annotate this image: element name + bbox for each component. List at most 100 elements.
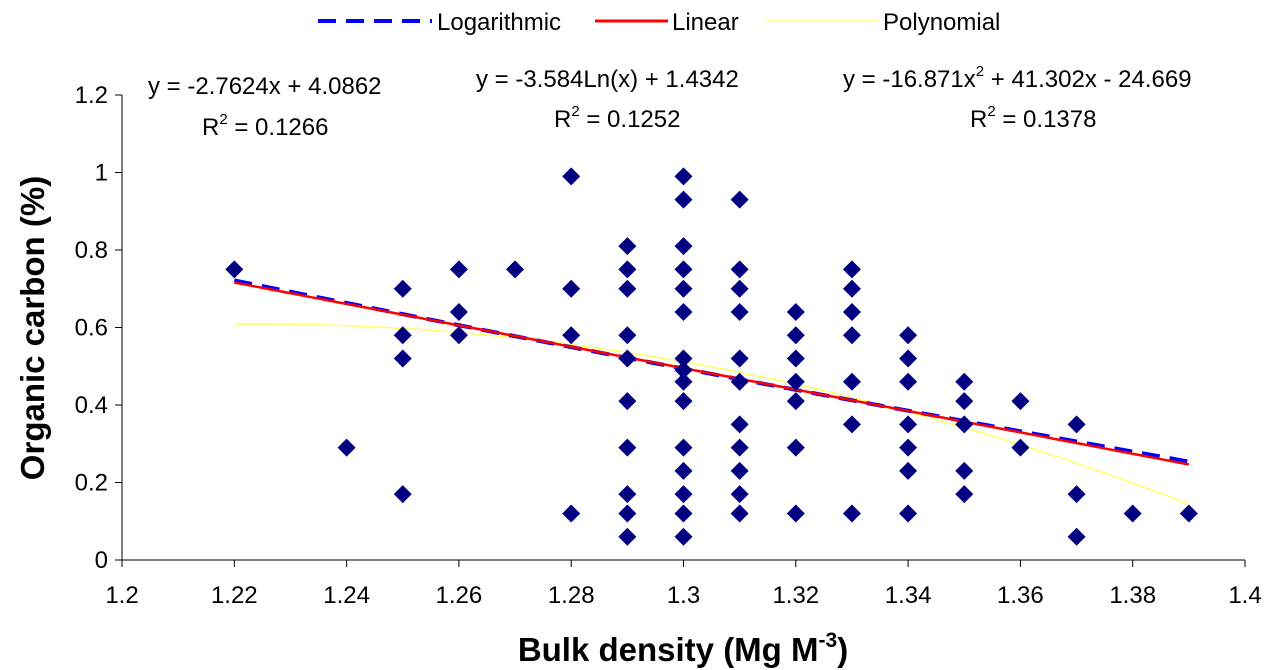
data-point-diamond bbox=[506, 260, 525, 279]
data-point-diamond bbox=[674, 527, 693, 546]
data-point-diamond bbox=[955, 461, 974, 480]
x-tick-label: 1.36 bbox=[997, 582, 1044, 609]
data-point-diamond bbox=[955, 392, 974, 411]
x-tick-label: 1.32 bbox=[772, 582, 819, 609]
x-tick-label: 1.22 bbox=[211, 582, 258, 609]
y-tick-label: 0.2 bbox=[75, 470, 108, 497]
data-point-diamond bbox=[955, 485, 974, 504]
data-point-diamond bbox=[449, 260, 468, 279]
data-point-diamond bbox=[786, 349, 805, 368]
legend-label-logarithmic: Logarithmic bbox=[437, 9, 561, 36]
data-point-diamond bbox=[786, 303, 805, 321]
data-point-diamond bbox=[899, 415, 918, 434]
data-point-diamond bbox=[674, 438, 693, 457]
data-point-diamond bbox=[674, 260, 693, 279]
data-point-diamond bbox=[449, 326, 468, 345]
legend-label-polynomial: Polynomial bbox=[883, 9, 1000, 36]
data-point-diamond bbox=[1067, 527, 1086, 546]
data-point-diamond bbox=[730, 190, 749, 209]
data-point-diamond bbox=[562, 279, 581, 298]
x-tick-label: 1.26 bbox=[436, 582, 483, 609]
x-tick-label: 1.38 bbox=[1109, 582, 1156, 609]
data-point-diamond bbox=[674, 167, 693, 186]
data-point-diamond bbox=[730, 260, 749, 279]
data-point-diamond bbox=[674, 392, 693, 411]
data-point-diamond bbox=[842, 415, 861, 434]
data-point-diamond bbox=[899, 349, 918, 368]
data-point-diamond bbox=[786, 438, 805, 457]
x-tick-label: 1.24 bbox=[323, 582, 370, 609]
data-point-diamond bbox=[730, 372, 749, 391]
data-point-diamond bbox=[618, 326, 637, 345]
data-point-diamond bbox=[674, 279, 693, 298]
data-point-diamond bbox=[1011, 392, 1030, 411]
data-point-diamond bbox=[1123, 504, 1142, 523]
data-point-diamond bbox=[842, 326, 861, 345]
data-point-diamond bbox=[562, 504, 581, 523]
trendline-polynomial bbox=[234, 323, 1190, 505]
data-point-diamond bbox=[842, 372, 861, 391]
data-point-diamond bbox=[730, 485, 749, 504]
data-point-diamond bbox=[730, 279, 749, 298]
data-point-diamond bbox=[674, 361, 693, 380]
data-point-diamond bbox=[674, 504, 693, 523]
data-point-diamond bbox=[842, 303, 861, 321]
legend: Logarithmic Linear Polynomial bbox=[318, 9, 1000, 36]
data-point-diamond bbox=[393, 326, 412, 345]
y-axis: 0 0.2 0.4 0.6 0.8 1 1.2 bbox=[75, 82, 122, 574]
equation-logarithmic: y = -3.584Ln(x) + 1.4342 bbox=[476, 66, 739, 93]
r2-logarithmic: R2 = 0.1252 bbox=[554, 103, 680, 133]
x-tick-label: 1.28 bbox=[548, 582, 595, 609]
data-point-diamond bbox=[899, 461, 918, 480]
data-point-diamond bbox=[955, 415, 974, 434]
equation-polynomial: y = -16.871x2 + 41.302x - 24.669 bbox=[843, 63, 1192, 93]
data-point-diamond bbox=[842, 260, 861, 279]
data-point-diamond bbox=[674, 372, 693, 391]
data-point-diamond bbox=[618, 279, 637, 298]
r2-polynomial: R2 = 0.1378 bbox=[970, 103, 1096, 133]
data-point-diamond bbox=[674, 237, 693, 256]
y-tick-label: 1.2 bbox=[75, 82, 108, 109]
data-point-diamond bbox=[674, 303, 693, 321]
data-point-diamond bbox=[618, 260, 637, 279]
data-point-diamond bbox=[1179, 504, 1198, 523]
data-point-diamond bbox=[618, 438, 637, 457]
data-point-diamond bbox=[1067, 485, 1086, 504]
data-point-diamond bbox=[730, 461, 749, 480]
data-point-diamond bbox=[618, 349, 637, 368]
data-point-diamond bbox=[786, 392, 805, 411]
y-tick-label: 0.4 bbox=[75, 392, 108, 419]
data-point-diamond bbox=[674, 349, 693, 368]
data-point-diamond bbox=[842, 504, 861, 523]
data-point-diamond bbox=[786, 326, 805, 345]
data-point-diamond bbox=[618, 504, 637, 523]
trendline-logarithmic bbox=[233, 278, 1190, 464]
data-point-diamond bbox=[899, 326, 918, 345]
x-tick-label: 1.3 bbox=[667, 582, 700, 609]
data-point-diamond bbox=[674, 485, 693, 504]
data-point-diamond bbox=[393, 485, 412, 504]
data-point-diamond bbox=[730, 349, 749, 368]
data-point-diamond bbox=[786, 504, 805, 523]
data-point-diamond bbox=[674, 461, 693, 480]
data-point-diamond bbox=[730, 415, 749, 434]
data-point-diamond bbox=[842, 279, 861, 298]
data-point-diamond bbox=[562, 167, 581, 186]
y-tick-label: 0 bbox=[95, 547, 108, 574]
trendline-linear bbox=[234, 281, 1190, 466]
data-point-diamond bbox=[618, 237, 637, 256]
data-point-diamond bbox=[730, 438, 749, 457]
data-point-diamond bbox=[899, 372, 918, 391]
y-tick-label: 0.8 bbox=[75, 237, 108, 264]
data-point-diamond bbox=[674, 190, 693, 209]
data-point-diamond bbox=[337, 438, 356, 457]
data-point-diamond bbox=[618, 392, 637, 411]
equation-linear: y = -2.7624x + 4.0862 bbox=[148, 73, 382, 100]
r2-linear: R2 = 0.1266 bbox=[202, 111, 328, 141]
data-point-diamond bbox=[786, 372, 805, 391]
data-point-diamond bbox=[955, 372, 974, 391]
y-axis-title: Organic carbon (%) bbox=[14, 176, 51, 480]
data-points bbox=[225, 167, 1198, 546]
x-tick-label: 1.4 bbox=[1228, 582, 1261, 609]
